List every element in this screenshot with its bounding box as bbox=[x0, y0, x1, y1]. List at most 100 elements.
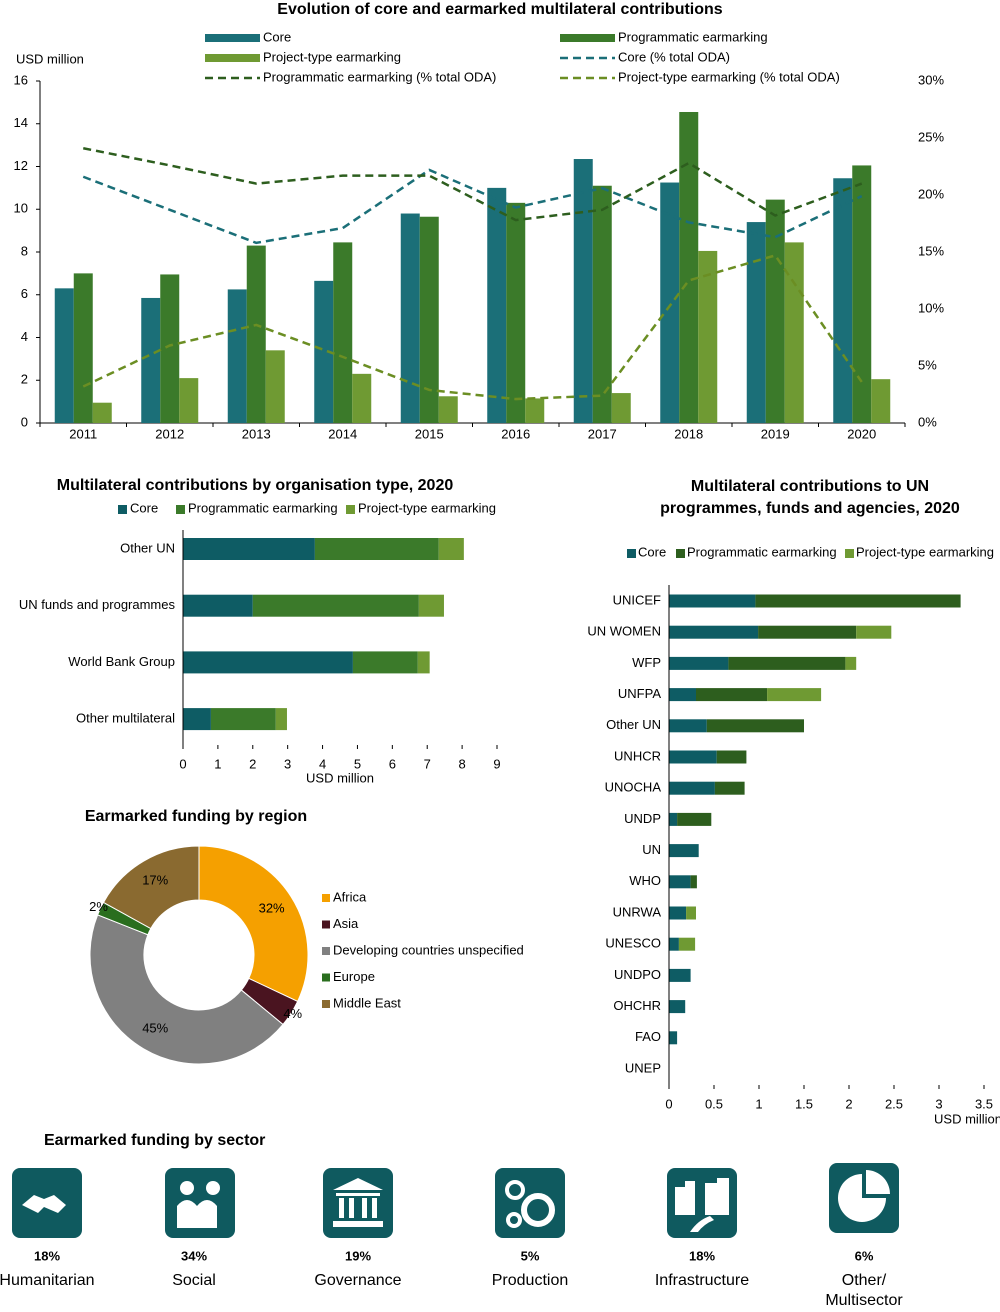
y-tick-label: Other UN bbox=[606, 717, 661, 732]
icon-glyph bbox=[180, 1181, 194, 1195]
line bbox=[83, 147, 863, 222]
x-tick-label: 8 bbox=[458, 756, 465, 771]
bar bbox=[677, 812, 712, 826]
legend-label: Project-type earmarking (% total ODA) bbox=[618, 69, 840, 84]
icon-glyph bbox=[177, 1200, 217, 1228]
sector-icons bbox=[12, 1163, 899, 1238]
icon-glyph bbox=[675, 1178, 729, 1232]
bar bbox=[669, 937, 679, 951]
bar bbox=[716, 750, 747, 764]
legend-label: Programmatic earmarking (% total ODA) bbox=[263, 69, 496, 84]
legend-swatch bbox=[322, 1000, 330, 1008]
legend-label: Project-type earmarking bbox=[263, 49, 401, 64]
bar bbox=[784, 242, 804, 423]
y2-tick-label: 25% bbox=[918, 129, 944, 144]
bar bbox=[669, 625, 759, 639]
x-tick-label: 2017 bbox=[588, 426, 617, 441]
bar bbox=[314, 280, 334, 423]
y2-tick-label: 15% bbox=[918, 243, 944, 258]
legend-swatch bbox=[205, 34, 260, 42]
y-tick-label: 4 bbox=[21, 329, 28, 344]
sector-share: 18% bbox=[689, 1248, 715, 1263]
x-axis-label: USD million bbox=[306, 770, 374, 785]
y-tick-label: Other multilateral bbox=[76, 711, 175, 726]
y-tick-label: Other UN bbox=[120, 540, 175, 555]
bar bbox=[246, 245, 266, 423]
bar bbox=[179, 378, 199, 423]
bar bbox=[275, 708, 287, 731]
bar bbox=[669, 750, 717, 764]
legend-swatch bbox=[845, 549, 854, 558]
legend-swatch bbox=[322, 920, 330, 929]
legend-label: Programmatic earmarking bbox=[188, 500, 338, 515]
donut-slice bbox=[89, 914, 284, 1065]
y-tick-label: UNICEF bbox=[613, 592, 661, 607]
bar bbox=[141, 297, 161, 423]
bar bbox=[352, 373, 372, 423]
line bbox=[82, 168, 863, 245]
legend-label: Core bbox=[638, 544, 666, 559]
legend-swatch bbox=[322, 894, 330, 902]
bar bbox=[746, 222, 766, 423]
y-tick-label: UNOCHA bbox=[605, 780, 662, 795]
legend-label: Programmatic earmarking bbox=[687, 544, 837, 559]
bar bbox=[845, 656, 857, 670]
y-tick-label: 16 bbox=[14, 72, 28, 87]
bar bbox=[833, 178, 853, 423]
sector-share: 5% bbox=[521, 1248, 540, 1263]
x-tick-label: 2011 bbox=[69, 426, 97, 441]
y-tick-label: 2 bbox=[21, 372, 28, 387]
icon-glyph bbox=[333, 1178, 383, 1227]
x-tick-label: 3 bbox=[284, 756, 291, 771]
x-tick-label: 7 bbox=[424, 756, 431, 771]
icon-glyph bbox=[206, 1181, 220, 1195]
x-tick-label: 2016 bbox=[501, 426, 530, 441]
y-tick-label: 10 bbox=[14, 201, 28, 216]
bar bbox=[419, 216, 439, 423]
y-tick-label: WHO bbox=[629, 873, 661, 888]
bar bbox=[871, 379, 891, 423]
icon-governance bbox=[323, 1168, 393, 1238]
legend-label: Project-type earmarking bbox=[358, 500, 496, 515]
bar bbox=[758, 625, 857, 639]
icon-production bbox=[495, 1168, 565, 1238]
legend-label: Middle East bbox=[333, 995, 401, 1010]
sector-label: Infrastructure bbox=[654, 1272, 750, 1289]
x-tick-label: 2 bbox=[249, 756, 256, 771]
y-tick-label: UNESCO bbox=[605, 936, 661, 951]
y-tick-label: UN bbox=[642, 842, 661, 857]
bar bbox=[669, 844, 699, 858]
legend-swatch bbox=[560, 34, 615, 42]
bar bbox=[669, 968, 691, 982]
x-tick-label: 2015 bbox=[415, 426, 444, 441]
bar bbox=[183, 594, 253, 617]
bar bbox=[669, 1031, 678, 1045]
bar bbox=[183, 538, 315, 560]
x-tick-label: 2018 bbox=[674, 426, 703, 441]
sector-label: Production bbox=[491, 1272, 569, 1289]
y-tick-label: 6 bbox=[21, 286, 28, 301]
bar bbox=[669, 594, 756, 608]
bar bbox=[314, 538, 439, 560]
y-tick-label: UNRWA bbox=[613, 904, 662, 919]
bar bbox=[525, 398, 545, 423]
bar bbox=[669, 1000, 686, 1014]
sector-share: 34% bbox=[181, 1248, 207, 1263]
legend-swatch bbox=[627, 549, 636, 558]
x-tick-label: 6 bbox=[389, 756, 396, 771]
x-tick-label: 9 bbox=[493, 756, 500, 771]
icon-glyph bbox=[521, 1193, 555, 1227]
bar bbox=[592, 185, 612, 423]
bar bbox=[400, 213, 420, 423]
y-tick-label: 14 bbox=[14, 115, 28, 130]
bar bbox=[660, 182, 680, 423]
legend-label: Europe bbox=[333, 969, 375, 984]
sector-label: Humanitarian bbox=[0, 1272, 95, 1289]
x-tick-label: 2 bbox=[845, 1096, 852, 1111]
bar bbox=[698, 250, 718, 423]
legend-label: Core (% total ODA) bbox=[618, 49, 730, 64]
bar bbox=[679, 111, 699, 424]
chart-title: Multilateral contributions to UN program… bbox=[660, 478, 960, 517]
bar bbox=[852, 165, 872, 423]
bar bbox=[352, 651, 418, 674]
